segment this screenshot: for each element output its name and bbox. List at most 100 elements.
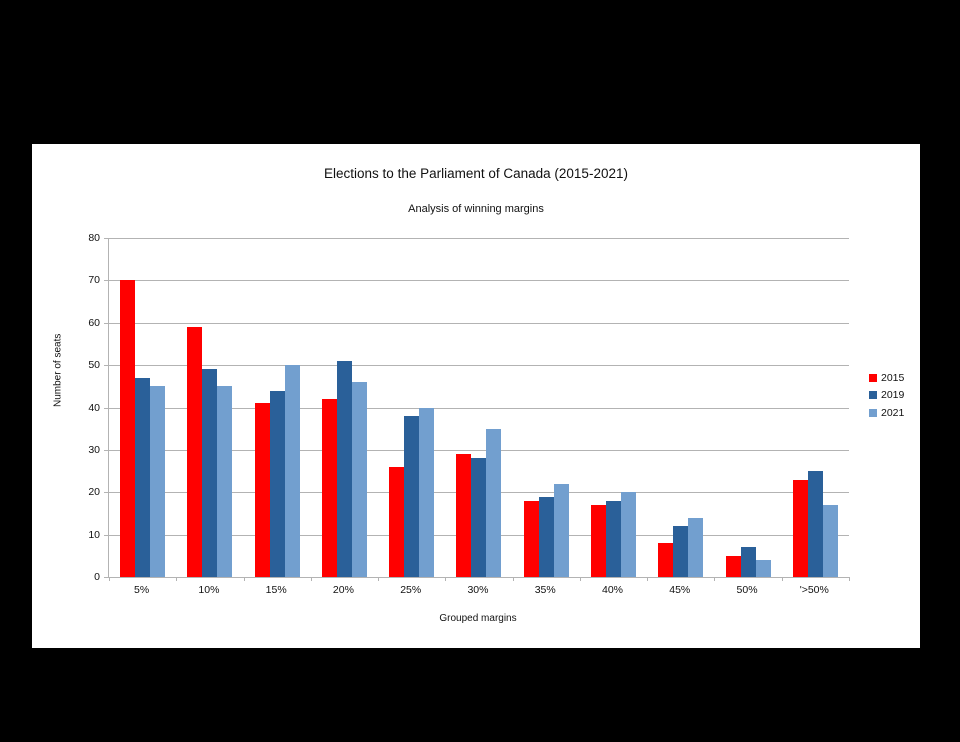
x-tick-mark-11 [849, 577, 850, 581]
legend-swatch-2019 [869, 391, 877, 400]
bar-group-'>50% [782, 238, 849, 577]
legend-swatch-2021 [869, 408, 877, 417]
x-axis-tick-labels: 5% 10% 15% 20% 25% 30% 35% 40% 45% 50% '>50% [108, 584, 848, 596]
bar-group-35% [513, 238, 580, 577]
y-tick-mark-10 [104, 534, 108, 536]
bar-group-15% [244, 238, 311, 577]
x-tick-mark-6 [512, 577, 514, 581]
bar-2019-15% [269, 390, 285, 577]
legend-swatch-2015 [869, 373, 877, 382]
legend-label-2019: 2019 [881, 389, 905, 402]
y-tick-label-30: 30 [88, 443, 100, 456]
bar-group-45% [647, 238, 714, 577]
bar-2019-25% [404, 415, 420, 577]
legend-item-2021: 2021 [869, 404, 904, 422]
bar-2015-5% [120, 280, 136, 577]
y-tick-mark-40 [104, 407, 108, 409]
legend-item-2019: 2019 [869, 387, 904, 405]
bar-2019-35% [538, 496, 554, 577]
bar-2019-'>50% [807, 471, 823, 577]
bar-2019-45% [673, 526, 689, 577]
bar-2021-35% [553, 483, 569, 577]
x-tick-label-10%: 10% [198, 584, 220, 596]
bars-row [109, 238, 849, 577]
chart-canvas: Elections to the Parliament of Canada (2… [32, 144, 920, 648]
bar-group-20% [311, 238, 378, 577]
plot-area: 0 10 20 30 40 50 60 70 80 [88, 232, 850, 583]
y-tick-mark-20 [104, 492, 108, 494]
gridline-y-80 [109, 238, 849, 239]
bar-2015-25% [389, 466, 405, 577]
y-tick-label-0: 0 [94, 571, 100, 583]
bar-group-40% [580, 238, 647, 577]
x-tick-label-15%: 15% [265, 584, 287, 596]
bar-2015-45% [658, 543, 674, 577]
gridline-y-60 [109, 322, 849, 324]
x-tick-label-30%: 30% [467, 584, 489, 596]
y-tick-label-20: 20 [88, 486, 100, 499]
x-tick-mark-9 [714, 577, 716, 581]
legend-item-2015: 2015 [869, 369, 904, 387]
y-tick-label-60: 60 [88, 316, 100, 329]
y-tick-label-50: 50 [88, 359, 100, 372]
y-tick-mark-80 [104, 238, 108, 239]
x-axis-title: Grouped margins [439, 613, 517, 624]
x-tick-label-20%: 20% [332, 584, 354, 596]
bar-2015-50% [725, 555, 741, 577]
gridline-y-50 [109, 365, 849, 367]
x-tick-mark-7 [579, 577, 581, 581]
legend-label-2021: 2021 [881, 406, 905, 419]
bar-2021-10% [217, 386, 233, 577]
y-tick-mark-60 [104, 322, 108, 324]
y-tick-label-70: 70 [88, 274, 100, 287]
bar-2021-30% [486, 428, 502, 577]
x-tick-label-'>50%: '>50% [799, 584, 829, 596]
x-tick-mark-10 [781, 577, 783, 581]
bar-2019-20% [336, 360, 352, 577]
y-tick-mark-70 [104, 280, 108, 282]
x-tick-mark-1 [176, 577, 178, 581]
bar-2021-15% [284, 365, 300, 577]
bar-group-10% [176, 238, 243, 577]
bar-group-5% [109, 238, 176, 577]
y-tick-mark-0 [104, 577, 108, 578]
x-tick-label-5%: 5% [134, 584, 150, 596]
x-tick-label-25%: 25% [400, 584, 422, 596]
bar-2021-25% [419, 407, 435, 577]
bar-2015-15% [254, 403, 270, 577]
bar-2021-5% [150, 386, 166, 577]
bar-2015-20% [321, 399, 337, 577]
gridline-y-40 [109, 407, 849, 409]
bar-2021-40% [620, 492, 636, 577]
x-tick-mark-3 [310, 577, 312, 581]
gridline-y-70 [109, 280, 849, 282]
y-tick-mark-30 [104, 449, 108, 451]
x-tick-mark-2 [243, 577, 245, 581]
y-tick-label-80: 80 [88, 232, 100, 244]
bar-2015-10% [187, 327, 203, 577]
bar-2015-'>50% [792, 479, 808, 577]
x-tick-label-50%: 50% [736, 584, 758, 596]
bar-group-25% [378, 238, 445, 577]
bar-2019-50% [740, 547, 756, 577]
bar-2015-35% [523, 500, 539, 577]
bar-2019-30% [471, 458, 487, 577]
x-tick-mark-8 [647, 577, 649, 581]
bar-2019-40% [605, 500, 621, 577]
bar-2015-40% [590, 504, 606, 577]
y-tick-mark-50 [104, 365, 108, 367]
bar-2021-'>50% [822, 504, 838, 577]
bar-2015-30% [456, 454, 472, 577]
bar-2019-5% [135, 377, 151, 577]
legend: 2015 2019 2021 [869, 369, 904, 422]
x-tick-label-45%: 45% [669, 584, 691, 596]
y-tick-label-10: 10 [88, 528, 100, 541]
x-tick-mark-4 [378, 577, 380, 581]
x-tick-label-35%: 35% [534, 584, 556, 596]
x-tick-label-40%: 40% [601, 584, 623, 596]
x-tick-mark-0 [109, 577, 110, 581]
legend-label-2015: 2015 [881, 371, 905, 384]
bar-group-30% [445, 238, 512, 577]
bar-2021-20% [351, 382, 367, 577]
